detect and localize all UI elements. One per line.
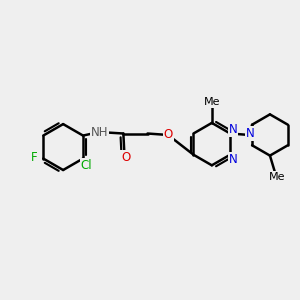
Text: O: O <box>164 128 173 142</box>
Text: Me: Me <box>268 172 285 182</box>
Text: NH: NH <box>91 125 108 139</box>
Text: N: N <box>229 153 238 166</box>
Text: N: N <box>229 123 238 136</box>
Text: O: O <box>122 151 130 164</box>
Text: Cl: Cl <box>81 158 92 172</box>
Text: Me: Me <box>204 97 220 107</box>
Text: F: F <box>31 152 37 164</box>
Text: N: N <box>245 127 254 140</box>
